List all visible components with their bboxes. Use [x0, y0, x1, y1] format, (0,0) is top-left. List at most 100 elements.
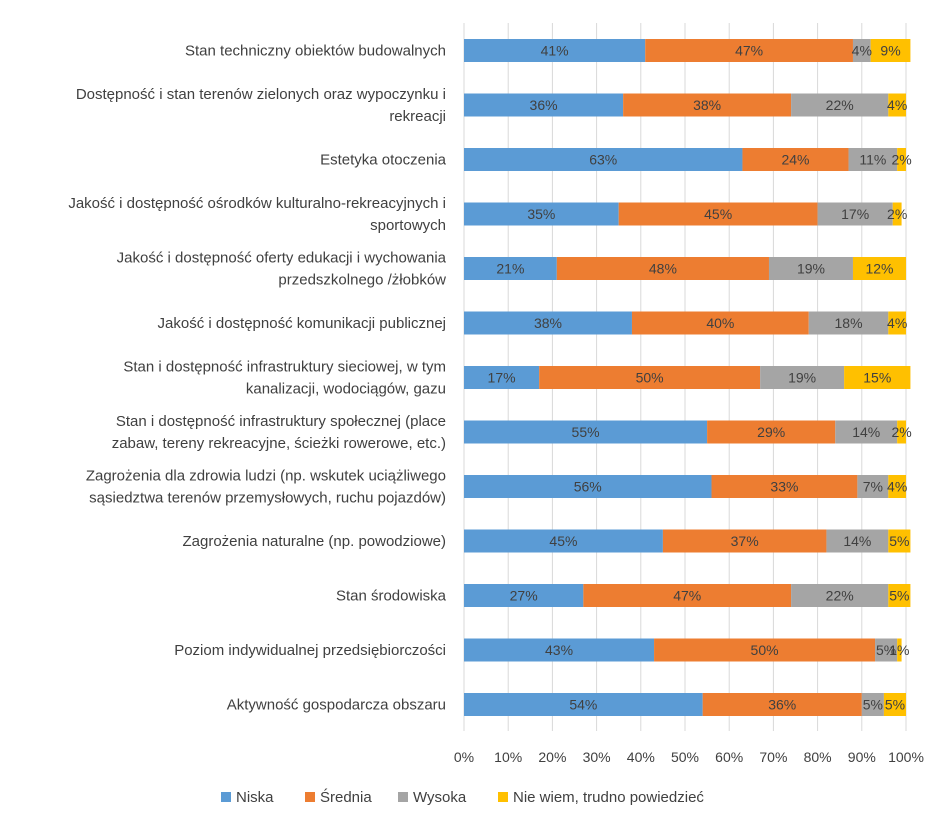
- data-label-3-3: 2%: [887, 206, 907, 222]
- bar-nie-wiem-trudno-powiedzie--9: [888, 529, 911, 553]
- bar--rednia-1: [623, 93, 792, 117]
- bar-wysoka-4: [768, 257, 853, 280]
- bar-wysoka-0: [852, 39, 871, 62]
- data-label-0-7: 55%: [572, 424, 600, 440]
- bar-niska-9: [464, 529, 663, 553]
- bar--rednia-0: [645, 39, 853, 62]
- bar-niska-6: [464, 366, 540, 389]
- bar-wysoka-8: [857, 475, 889, 498]
- category-label-12-line-0: Aktywność gospodarcza obszaru: [227, 697, 446, 714]
- bar--rednia-9: [662, 529, 827, 553]
- bar-nie-wiem-trudno-powiedzie--12: [883, 693, 906, 716]
- data-label-2-0: 4%: [852, 43, 872, 59]
- data-label-0-4: 21%: [496, 261, 524, 277]
- category-label-3-line-0: Jakość i dostępność ośrodków kulturalno-…: [68, 195, 446, 212]
- data-label-2-6: 19%: [788, 370, 816, 386]
- bar-wysoka-3: [817, 202, 893, 226]
- data-label-1-10: 47%: [673, 588, 701, 604]
- category-label-7-line-1: zabaw, tereny rekreacyjne, ścieżki rower…: [112, 435, 446, 452]
- bar--rednia-11: [654, 638, 876, 662]
- bar-niska-4: [464, 257, 557, 280]
- data-label-3-11: 1%: [889, 642, 909, 658]
- data-label-1-9: 37%: [731, 533, 759, 549]
- bar-nie-wiem-trudno-powiedzie--11: [897, 638, 902, 662]
- legend: Niska Średnia Wysoka Nie wiem, trudno powie…: [221, 788, 704, 806]
- x-tick-label-0: 0%: [454, 749, 474, 765]
- bar-niska-0: [464, 39, 646, 62]
- category-label-6-line-0: Stan i dostępność infrastruktury sieciow…: [123, 359, 446, 376]
- bar-nie-wiem-trudno-powiedzie--2: [897, 148, 906, 171]
- data-label-3-2: 2%: [891, 152, 911, 168]
- data-label-2-1: 22%: [826, 97, 854, 113]
- data-label-1-0: 47%: [735, 43, 763, 59]
- data-label-0-3: 35%: [527, 206, 555, 222]
- data-label-2-9: 14%: [843, 533, 871, 549]
- data-label-1-12: 36%: [768, 697, 796, 713]
- category-label-4-line-0: Jakość i dostępność oferty edukacji i wy…: [117, 250, 447, 267]
- bar-nie-wiem-trudno-powiedzie--4: [852, 257, 906, 280]
- bar-niska-12: [464, 693, 703, 716]
- bar-niska-2: [464, 148, 743, 171]
- data-label-0-8: 56%: [574, 479, 602, 495]
- bar-wysoka-10: [791, 584, 889, 607]
- category-label-10-line-0: Stan środowiska: [336, 588, 447, 605]
- bar-wysoka-9: [826, 529, 889, 553]
- bar-niska-11: [464, 638, 655, 662]
- x-tick-label-6: 60%: [715, 749, 743, 765]
- category-label-1-line-0: Dostępność i stan terenów zielonych oraz…: [76, 86, 446, 103]
- bar--rednia-2: [742, 148, 849, 171]
- data-labels: 41% 47% 4% 9% 36% 38% 22% 4% 63% 24% 11% 2% 35% 45% 17…: [488, 43, 912, 713]
- data-label-0-2: 63%: [589, 152, 617, 168]
- data-label-3-6: 15%: [863, 370, 891, 386]
- data-label-2-7: 14%: [852, 424, 880, 440]
- data-label-1-5: 40%: [706, 315, 734, 331]
- bars: [464, 39, 911, 716]
- bar-nie-wiem-trudno-powiedzie--5: [888, 311, 906, 335]
- bar-nie-wiem-trudno-powiedzie--6: [844, 366, 911, 389]
- bar--rednia-4: [556, 257, 769, 280]
- data-label-2-5: 18%: [835, 315, 863, 331]
- data-label-0-11: 43%: [545, 642, 573, 658]
- bar--rednia-7: [707, 420, 836, 444]
- x-tick-label-4: 40%: [627, 749, 655, 765]
- bar-nie-wiem-trudno-powiedzie--3: [892, 202, 902, 226]
- legend-label-0: Niska: [236, 789, 274, 806]
- bar-wysoka-5: [808, 311, 889, 335]
- legend-swatch-0: [221, 792, 231, 802]
- bar-niska-8: [464, 475, 712, 498]
- data-label-2-12: 5%: [863, 697, 883, 713]
- x-tick-label-9: 90%: [848, 749, 876, 765]
- legend-swatch-3: [498, 792, 508, 802]
- bar--rednia-6: [539, 366, 761, 389]
- category-label-9-line-0: Zagrożenia naturalne (np. powodziowe): [183, 533, 447, 550]
- legend-label-3: Nie wiem, trudno powiedzieć: [513, 789, 704, 806]
- data-label-0-6: 17%: [488, 370, 516, 386]
- data-label-3-1: 4%: [887, 97, 907, 113]
- data-label-0-9: 45%: [549, 533, 577, 549]
- category-label-8-line-1: sąsiedztwa terenów przemysłowych, ruchu …: [89, 490, 446, 507]
- category-label-4-line-1: przedszkolnego /żłobków: [278, 272, 446, 289]
- legend-swatch-1: [305, 792, 315, 802]
- x-axis-ticks: 0% 10% 20% 30% 40% 50% 60% 70% 80% 90% 100%: [454, 749, 924, 765]
- bar-wysoka-12: [861, 693, 884, 716]
- bar--rednia-12: [702, 693, 862, 716]
- data-label-3-12: 5%: [885, 697, 905, 713]
- bar-nie-wiem-trudno-powiedzie--10: [888, 584, 911, 607]
- bar-nie-wiem-trudno-powiedzie--7: [897, 420, 906, 444]
- data-label-1-6: 50%: [636, 370, 664, 386]
- data-label-3-5: 4%: [887, 315, 907, 331]
- data-label-1-4: 48%: [649, 261, 677, 277]
- bar-niska-5: [464, 311, 632, 335]
- bar--rednia-5: [631, 311, 809, 335]
- category-label-7-line-0: Stan i dostępność infrastruktury społecz…: [116, 413, 446, 430]
- data-label-1-11: 50%: [751, 642, 779, 658]
- bar-wysoka-7: [835, 420, 898, 444]
- data-label-2-11: 5%: [876, 642, 896, 658]
- x-tick-label-10: 100%: [888, 749, 924, 765]
- data-label-2-8: 7%: [863, 479, 883, 495]
- bar--rednia-10: [583, 584, 792, 607]
- category-label-6-line-1: kanalizacji, wodociągów, gazu: [246, 381, 446, 398]
- x-tick-label-2: 20%: [538, 749, 566, 765]
